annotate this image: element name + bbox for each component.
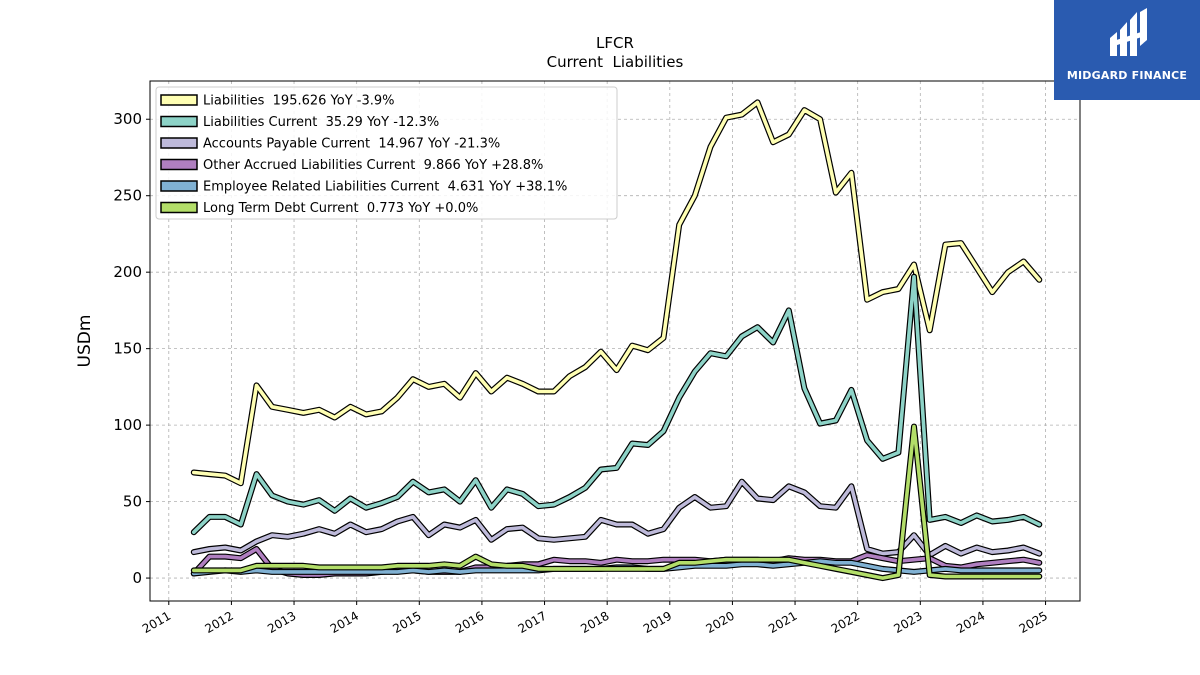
legend-swatch-6	[160, 201, 198, 214]
y-tick-label: 200	[113, 263, 142, 281]
x-tick-label: 2019	[641, 609, 674, 636]
legend-swatch-4	[160, 158, 198, 171]
x-tick-label: 2020	[703, 609, 736, 636]
legend-swatch-2	[160, 115, 198, 128]
series-line-outline-3	[190, 478, 1043, 559]
y-tick-label: 0	[132, 569, 142, 587]
legend: Liabilities 195.626 YoY -3.9% Liabilities…	[155, 86, 618, 220]
x-tick-label: 2025	[1017, 609, 1050, 636]
legend-swatch-1	[160, 94, 198, 106]
brand-logo: MIDGARD FINANCE	[1054, 0, 1200, 100]
legend-entry-3: Accounts Payable Current 14.967 YoY -21.…	[203, 137, 500, 152]
series-lines	[190, 99, 1043, 582]
legend-entry-6: Long Term Debt Current 0.773 YoY +0.0%	[203, 201, 478, 216]
x-tick-label: 2013	[265, 609, 298, 636]
legend-entry-1: Liabilities 195.626 YoY -3.9%	[203, 94, 395, 109]
x-tick-label: 2022	[829, 609, 862, 636]
chart-title: LFCR	[596, 34, 634, 52]
x-axis: 2011 2012 2013 2014 2015 2016 2017 2018 2019 2020…	[140, 601, 1050, 636]
x-tick-label: 2023	[891, 609, 924, 636]
x-tick-label: 2016	[453, 609, 486, 636]
legend-entry-5: Employee Related Liabilities Current 4.6…	[203, 180, 567, 195]
y-axis: 0 50 100 150 200 250 300	[113, 110, 150, 587]
series-line-3	[192, 479, 1042, 557]
x-tick-label: 2011	[140, 609, 173, 636]
x-tick-label: 2017	[516, 609, 549, 636]
legend-swatch-3	[160, 137, 198, 149]
x-tick-label: 2015	[390, 609, 423, 636]
legend-box	[155, 86, 618, 220]
legend-entry-2: Liabilities Current 35.29 YoY -12.3%	[203, 115, 439, 130]
plot-frame	[149, 80, 1081, 602]
series-line-outline-2	[190, 273, 1043, 536]
y-axis-label: USDm	[75, 315, 95, 368]
y-tick-label: 100	[113, 416, 142, 434]
x-tick-label: 2012	[202, 609, 235, 636]
x-tick-label: 2021	[766, 609, 799, 636]
y-tick-label: 250	[113, 187, 142, 205]
legend-swatch-5	[160, 180, 198, 192]
legend-entry-4: Other Accrued Liabilities Current 9.866 …	[203, 158, 543, 173]
logo-mark-icon	[1110, 8, 1147, 56]
x-tick-label: 2024	[954, 609, 987, 636]
y-tick-label: 300	[113, 110, 142, 128]
series-line-6	[192, 424, 1042, 580]
brand-name: MIDGARD FINANCE	[1066, 69, 1188, 82]
chart-subtitle: Current Liabilities	[547, 53, 684, 71]
series-line-2	[192, 274, 1042, 535]
y-tick-label: 50	[123, 493, 142, 511]
x-tick-label: 2018	[578, 609, 611, 636]
y-tick-label: 150	[113, 340, 142, 358]
series-line-1	[192, 100, 1042, 486]
x-tick-label: 2014	[328, 609, 361, 636]
